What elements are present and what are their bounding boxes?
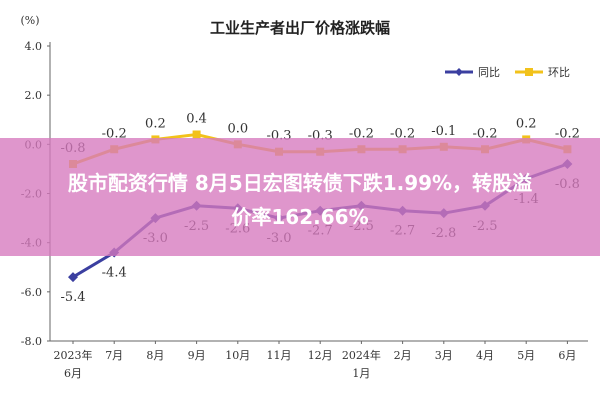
data-label: 0.2 (516, 116, 537, 131)
data-label: 0.4 (186, 112, 207, 127)
x-tick-label: 7月 (105, 349, 123, 362)
y-tick-label: 2.0 (25, 89, 43, 102)
y-unit-label: (%) (20, 14, 39, 27)
x-tick-label: 10月 (225, 349, 250, 362)
data-label: -0.2 (390, 126, 415, 141)
headline-banner (0, 138, 600, 256)
y-tick-label: 4.0 (25, 40, 43, 53)
legend-swatch-marker (525, 68, 533, 76)
headline-line-2[interactable]: 价率162.66% (231, 205, 369, 229)
x-tick-label: 6月 (558, 349, 576, 362)
series-point (68, 272, 78, 283)
data-label: -0.2 (472, 126, 497, 141)
y-tick-label: -6.0 (21, 286, 42, 299)
series-point (192, 130, 201, 139)
data-label: -0.2 (555, 126, 580, 141)
legend-label: 同比 (478, 66, 500, 79)
data-label: 0.0 (227, 121, 248, 136)
chart-title: 工业生产者出厂价格涨跌幅 (210, 19, 390, 37)
x-tick-label-line2: 6月 (64, 367, 82, 380)
legend-swatch-marker (455, 68, 463, 76)
x-tick-label: 2024年 (342, 348, 381, 362)
x-tick-label: 11月 (267, 349, 292, 362)
data-label: -4.4 (102, 266, 127, 281)
headline-line-1[interactable]: 股市配资行情 8月5日宏图转债下跌1.99%，转股溢 (67, 171, 533, 195)
y-tick-label: -8.0 (21, 335, 42, 348)
x-tick-label: 8月 (146, 349, 164, 362)
x-tick-label: 9月 (188, 349, 206, 362)
x-tick-label: 3月 (435, 349, 453, 362)
x-tick-label: 4月 (476, 349, 494, 362)
data-label: -5.4 (60, 290, 85, 305)
data-label: -0.1 (431, 124, 456, 139)
x-tick-label: 2月 (394, 349, 412, 362)
data-label: -0.2 (102, 126, 127, 141)
x-tick-label: 5月 (517, 349, 535, 362)
x-tick-label: 12月 (308, 349, 333, 362)
headline-text[interactable]: 股市配资行情 8月5日宏图转债下跌1.99%，转股溢 价率162.66% (0, 166, 600, 234)
x-tick-label: 2023年 (54, 348, 93, 362)
x-tick-label-line2: 1月 (352, 367, 370, 380)
data-label: 0.2 (145, 116, 166, 131)
data-label: -0.2 (349, 126, 374, 141)
legend-label: 环比 (548, 66, 570, 79)
